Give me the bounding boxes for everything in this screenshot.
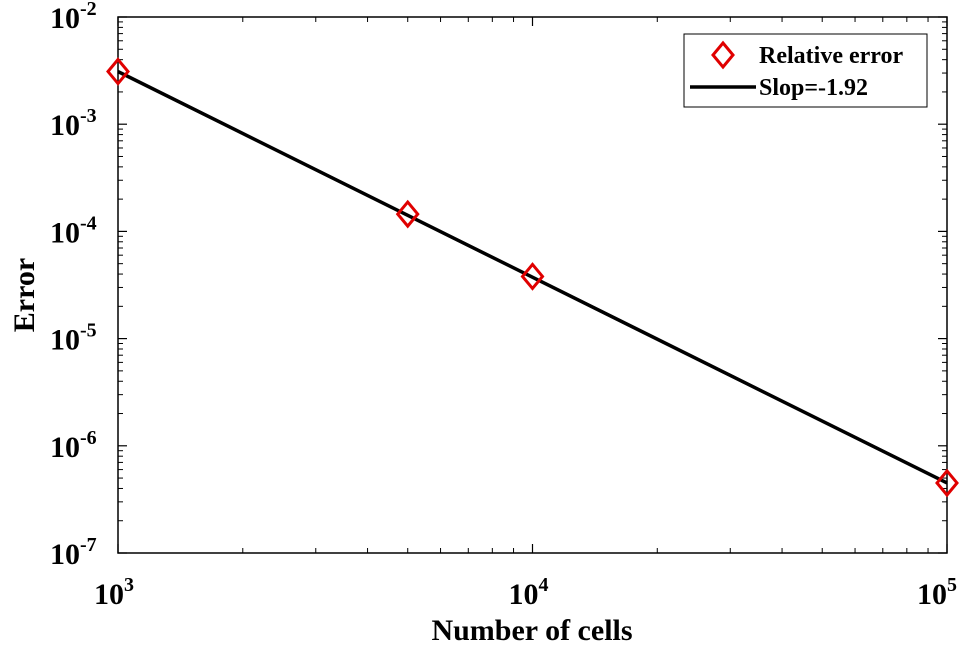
slope-fit-line [117,69,948,485]
x-tick-label: 105 [917,574,957,611]
y-tick-label: 10-3 [50,105,97,142]
data-point-diamond [520,262,545,291]
data-point-diamond [395,199,420,229]
x-tick-label: 104 [509,574,549,611]
data-point-diamond [935,468,959,498]
legend-label-relative-error: Relative error [759,43,903,69]
legend-marker-diamond [711,40,735,70]
y-tick-label: 10-2 [50,0,97,35]
y-tick-label: 10-7 [50,534,97,571]
series-layer [106,57,959,498]
y-tick-label: 10-5 [50,320,97,357]
data-point-diamond [106,57,130,86]
tick-labels: 103 104 105 10-2 10-3 10-4 10-5 10-6 10-7 [50,0,957,611]
y-tick-label: 10-4 [50,212,97,249]
legend: Relative error Slop=-1.92 [683,33,928,108]
legend-label-slope: Slop=-1.92 [759,75,868,101]
plot-frame [117,16,948,554]
y-tick-label: 10-6 [50,427,97,464]
y-axis-label: Error [8,258,41,332]
x-axis-label: Number of cells [431,614,632,647]
x-tick-label: 103 [94,574,134,611]
